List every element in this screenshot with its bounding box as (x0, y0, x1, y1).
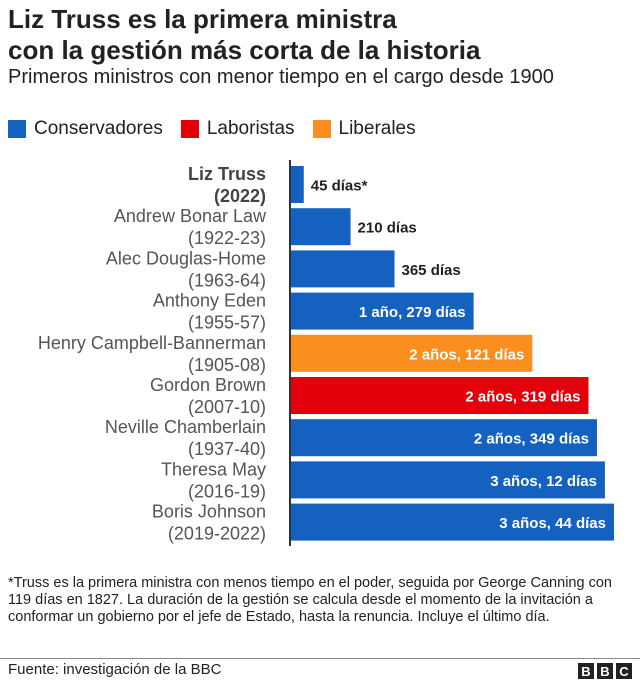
data-label: 45 días* (311, 178, 368, 195)
bar (291, 419, 597, 457)
legend-swatch (8, 120, 26, 138)
title-line-1: Liz Truss es la primera ministra (8, 4, 397, 34)
category-years: (2016-19) (188, 481, 266, 501)
category-years: (1937-40) (188, 439, 266, 459)
category-years: (2007-10) (188, 397, 266, 417)
bar (291, 292, 474, 330)
category-label: Gordon Brown (150, 375, 266, 395)
category-years: (1955-57) (188, 313, 266, 333)
legend-label: Conservadores (34, 118, 163, 139)
legend-item-conservadores: Conservadores (8, 118, 163, 140)
legend: Conservadores Laboristas Liberales (8, 118, 416, 140)
category-label: Neville Chamberlain (105, 417, 266, 437)
data-label: 3 años, 44 días (499, 515, 606, 532)
data-label: 2 años, 121 días (409, 346, 524, 363)
chart-subtitle: Primeros ministros con menor tiempo en e… (8, 66, 554, 88)
legend-label: Laboristas (206, 118, 295, 139)
source: Fuente: investigación de la BBC (8, 661, 222, 678)
divider (0, 658, 640, 659)
bar-plot: Liz Truss(2022) 45 días*Andrew Bonar Law(… (38, 160, 614, 546)
data-label: 210 días (358, 220, 417, 237)
legend-item-liberales: Liberales (312, 118, 416, 140)
data-label: 1 año, 279 días (359, 304, 466, 321)
category-years: (1963-64) (188, 270, 266, 290)
data-label: 2 años, 319 días (465, 389, 580, 406)
category-label: Henry Campbell-Bannerman (38, 333, 266, 353)
category-label: Alec Douglas-Home (106, 248, 266, 268)
title-line-2: con la gestión más corta de la historia (8, 35, 481, 65)
bar (291, 461, 605, 499)
legend-label: Liberales (338, 118, 416, 139)
category-label: Theresa May (161, 459, 266, 479)
footnote: *Truss es la primera ministra con menos … (8, 575, 612, 625)
category-label: Boris Johnson (152, 502, 266, 522)
legend-item-laboristas: Laboristas (180, 118, 295, 140)
bar (291, 208, 351, 246)
legend-swatch (180, 120, 199, 138)
category-label: Liz Truss (188, 164, 266, 184)
category-label: Andrew Bonar Law (114, 206, 267, 226)
category-years: (2022) (214, 186, 266, 206)
category-label: Anthony Eden (153, 291, 266, 311)
bar (291, 503, 614, 541)
bar (291, 166, 304, 203)
category-years: (1922-23) (188, 228, 266, 248)
bar (291, 377, 589, 414)
legend-swatch (312, 120, 331, 138)
data-label: 3 años, 12 días (490, 473, 597, 490)
category-years: (1905-08) (188, 355, 266, 375)
data-label: 2 años, 349 días (474, 431, 589, 448)
bar (291, 334, 533, 372)
category-years: (2019-2022) (168, 524, 266, 544)
chart-title: Liz Truss es la primera ministra con la … (8, 4, 480, 66)
bar (291, 250, 395, 288)
data-label: 365 días (402, 262, 461, 279)
